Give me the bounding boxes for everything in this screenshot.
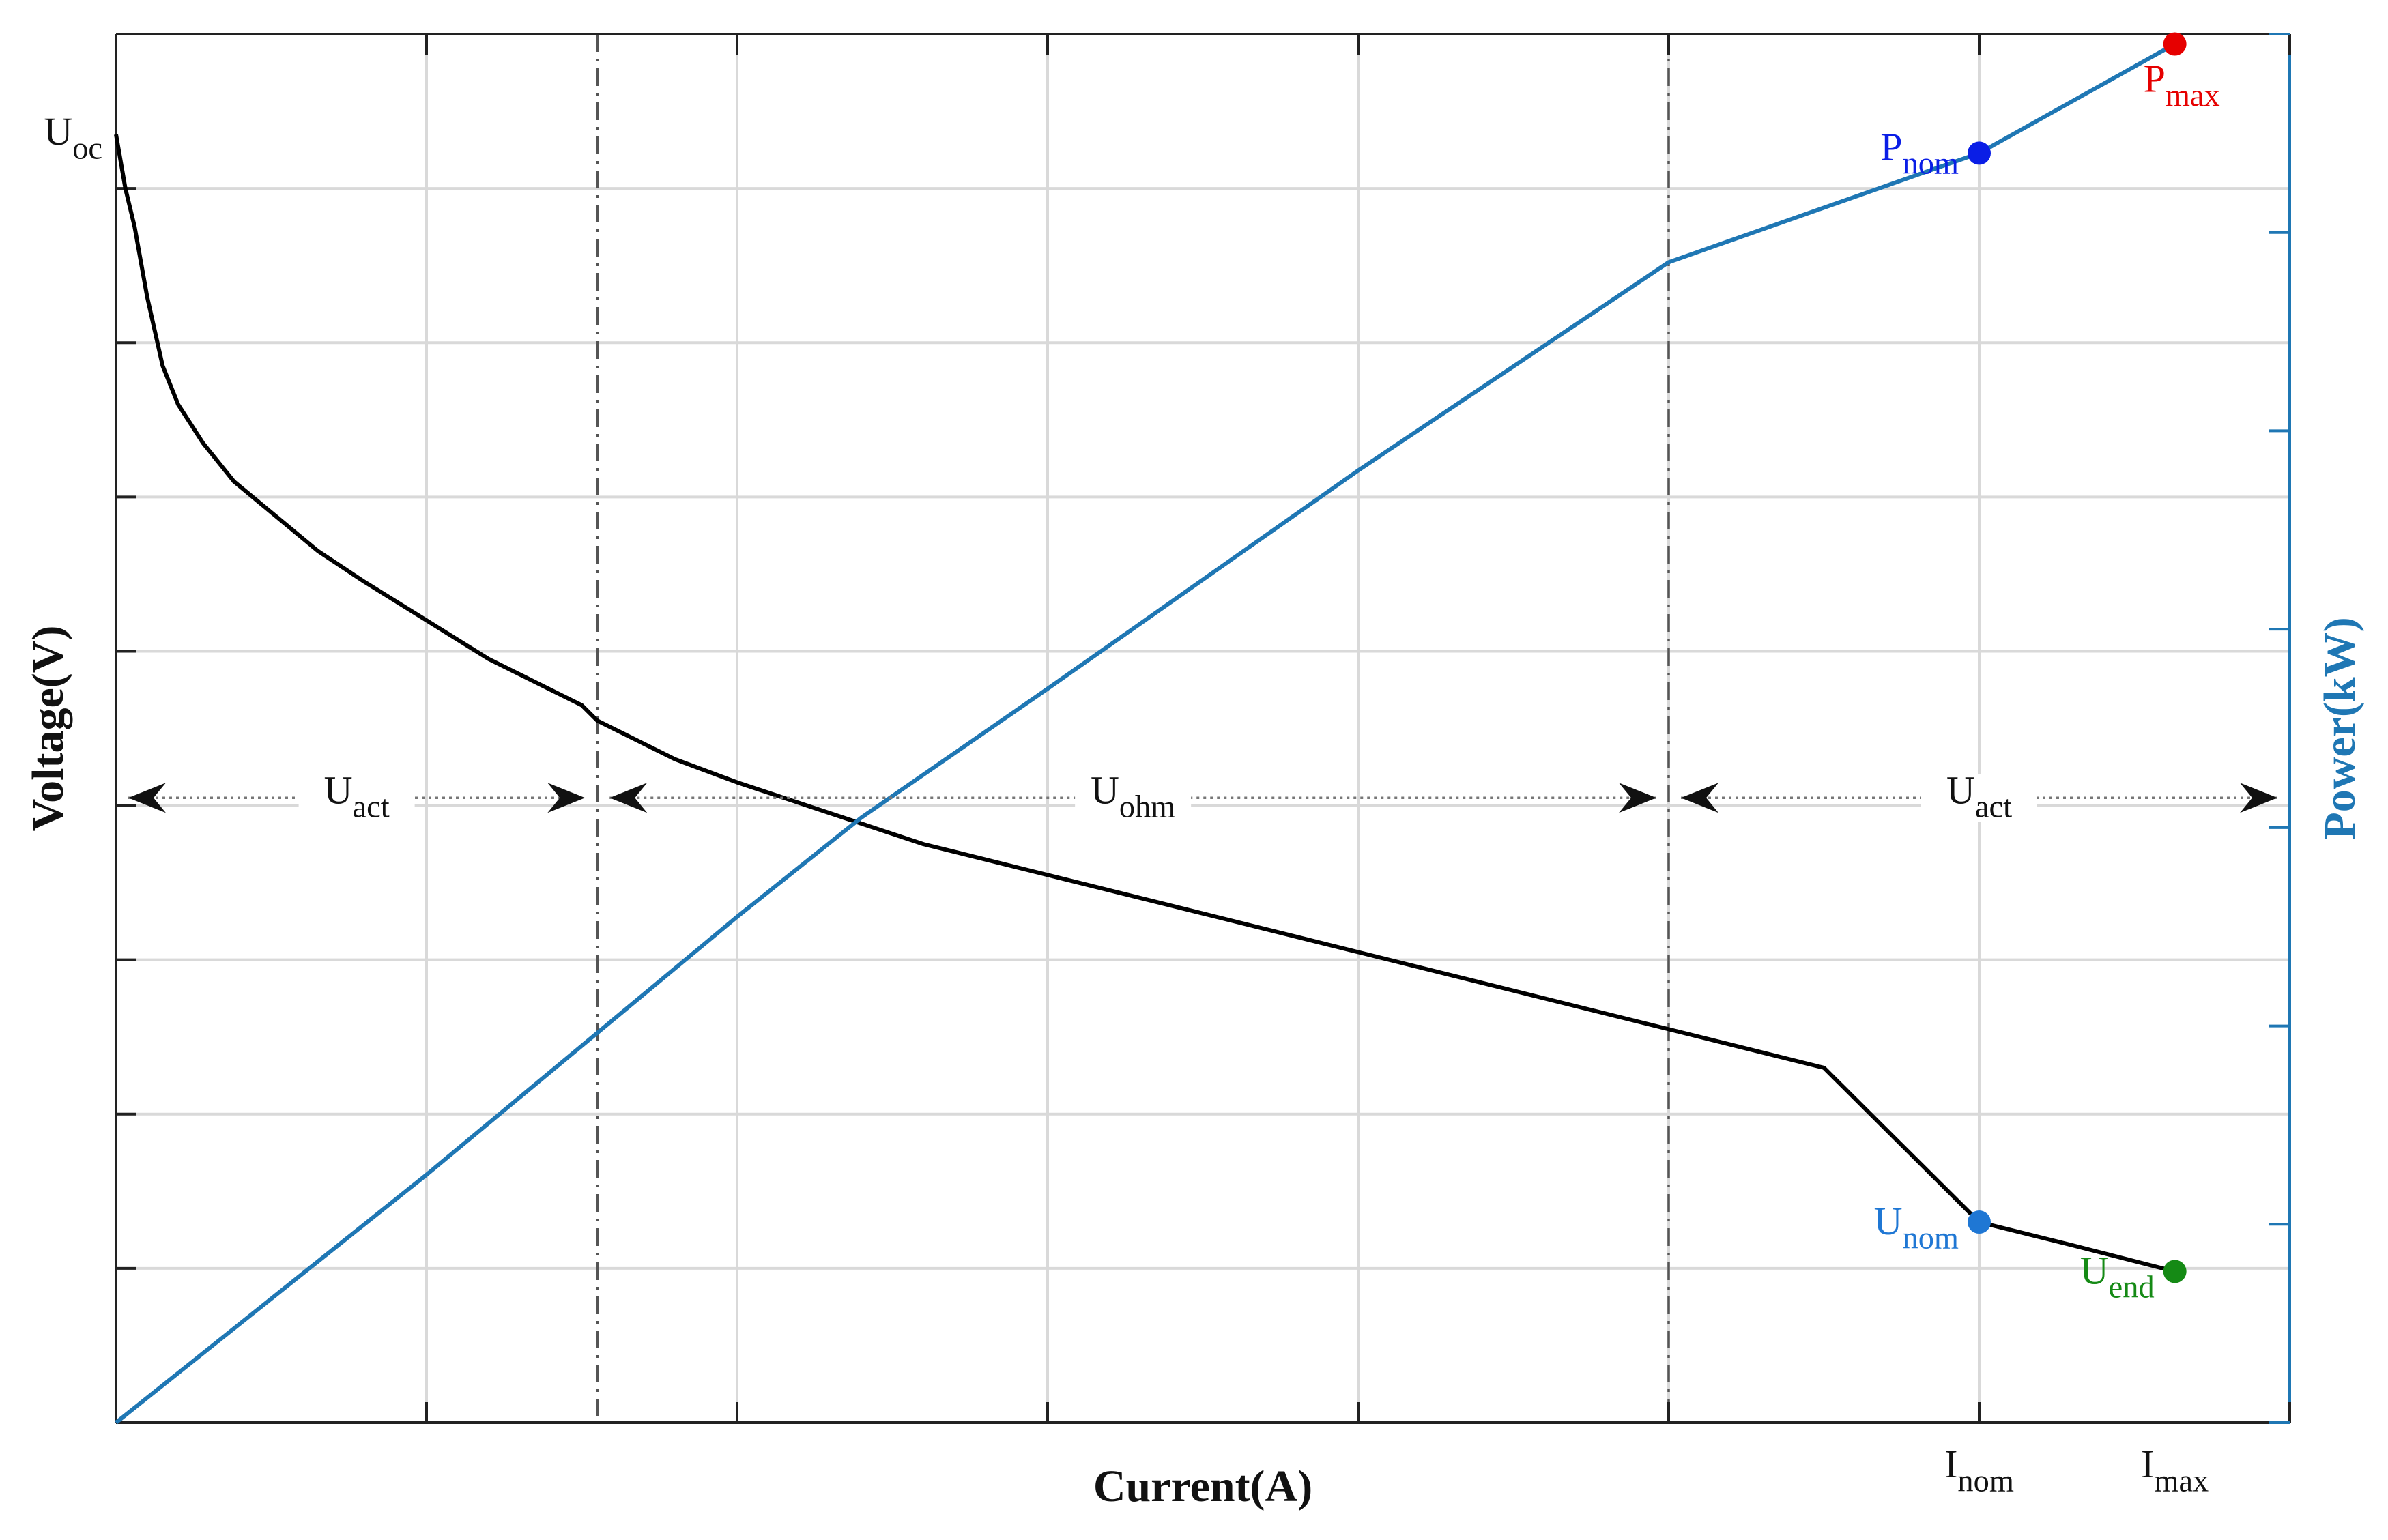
voltage-curve (114, 134, 2176, 1274)
marker-p-nom (1968, 141, 1991, 165)
axes (115, 33, 2291, 1424)
region-dividers (596, 34, 1670, 1423)
grid-lines (116, 34, 2290, 1423)
marker-label: Pmax (2144, 57, 2220, 113)
markers: Pnom Pmax Unom Uend (1874, 32, 2220, 1305)
series-lines (114, 42, 2176, 1425)
y-axis-left-title: Voltage(V) (23, 626, 73, 832)
marker-u-end (2163, 1260, 2187, 1283)
region-arrowhead-right (2240, 783, 2277, 813)
labels: Uoc Inom Imax Current(A) Voltage(V) Power(kW) (23, 109, 2365, 1511)
region-label: Uact (1946, 768, 2012, 824)
region-label: Uohm (1091, 768, 1175, 824)
power-curve (115, 42, 2176, 1425)
marker-u-nom (1968, 1210, 1991, 1234)
marker-p-max (2163, 32, 2187, 56)
region-arrowhead-left (609, 783, 648, 813)
region-label-bg (1075, 774, 1192, 822)
region-label: Uact (324, 768, 390, 824)
x-tick-label: Inom (1944, 1442, 2014, 1498)
marker-label: Uend (2080, 1248, 2155, 1305)
y-axis-right-title: Power(kW) (2315, 617, 2365, 839)
x-tick-label: Imax (2141, 1442, 2209, 1498)
region-annotations: Uact Uohm Uact (128, 768, 2277, 825)
region-arrowhead-right (547, 783, 586, 813)
region-arrowhead-right (1619, 783, 1656, 813)
region-label-bg (1921, 774, 2037, 822)
region-arrowhead-left (1681, 783, 1718, 813)
axis-annotation-uoc: Uoc (44, 109, 102, 166)
region-label-bg (298, 774, 415, 822)
marker-label: Unom (1874, 1199, 1959, 1255)
marker-label: Pnom (1880, 124, 1959, 181)
x-axis-title: Current(A) (1093, 1462, 1312, 1511)
region-arrowhead-left (128, 783, 166, 813)
